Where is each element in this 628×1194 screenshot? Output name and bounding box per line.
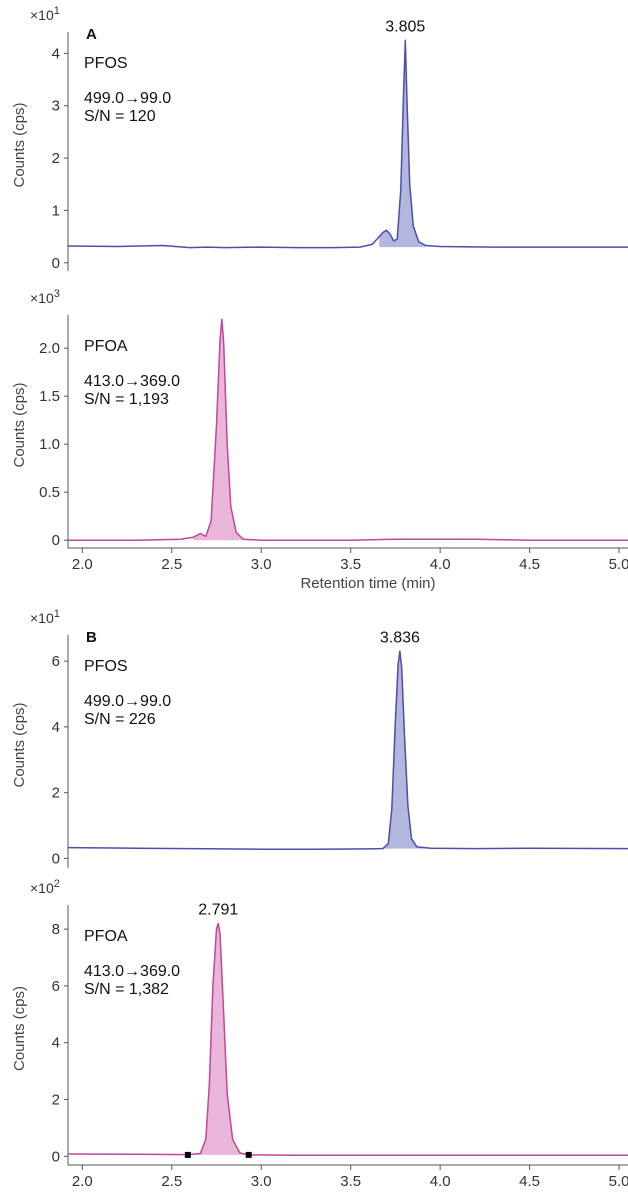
y-tick-label: 8 (52, 921, 60, 938)
peak-area (187, 923, 249, 1155)
scale-exponent: 1 (54, 5, 60, 17)
y-tick-label: 0.5 (39, 484, 60, 501)
y-tick-label: 1 (52, 202, 60, 219)
chart-panel-2: 0 0.5 1.0 1.5 2.0 Counts (cps) ×103 PFOA 413.0→3… (11, 288, 628, 549)
x-tick-label: 2.5 (161, 1173, 182, 1190)
x-axis-4: 2.0 2.5 3.0 3.5 4.0 4.5 5.0 Retention time (min… (68, 1164, 628, 1194)
peak-retention-label: 3.805 (385, 18, 425, 35)
x-tick-label: 2.0 (72, 556, 93, 573)
y-tick-label: 0 (52, 255, 60, 272)
x-tick-label: 3.0 (251, 1173, 272, 1190)
y-tick-label: 1.5 (39, 388, 60, 405)
chart-panel-1: 0 1 2 3 4 Counts (cps) ×101 A 3.805 PFOS 499.0→99.… (11, 5, 628, 272)
chromatogram-trace (67, 650, 628, 850)
scale-exponent: 1 (54, 608, 60, 620)
x-axis-label: Retention time (min) (300, 575, 435, 592)
scale-exponent: 2 (54, 878, 60, 890)
y-tick-label: 4 (52, 45, 60, 62)
signal-to-noise-label: S/N = 1,382 (84, 981, 169, 998)
y-tick-label: 0 (52, 850, 60, 867)
x-tick-label: 4.0 (430, 1173, 451, 1190)
chart-panel-4: 0 2 4 6 8 Counts (cps) ×102 2.791 PFOA 413.0→369.… (11, 878, 628, 1165)
peak-retention-label: 2.791 (198, 901, 238, 918)
y-axis-label: Counts (cps) (11, 102, 28, 187)
compound-name: PFOA (84, 928, 128, 945)
signal-to-noise-label: S/N = 120 (84, 108, 156, 125)
y-tick-label: 0 (52, 532, 60, 549)
x-tick-label: 4.5 (519, 556, 540, 573)
scale-factor: ×103 (30, 288, 60, 306)
y-tick-label: 4 (52, 1035, 60, 1052)
y-tick-label: 1.0 (39, 436, 60, 453)
y-axis-label: Counts (cps) (11, 382, 28, 467)
x-tick-label: 3.0 (251, 556, 272, 573)
chart-panels: 0 1 2 3 4 Counts (cps) ×101 A 3.805 PFOS 499.0→99.… (11, 5, 628, 1165)
peak-area (193, 319, 244, 541)
signal-to-noise-label: S/N = 1,193 (84, 391, 169, 408)
x-tick-label: 3.5 (340, 556, 361, 573)
scale-factor: ×101 (30, 608, 60, 626)
scale-factor: ×101 (30, 5, 60, 23)
integration-marker (245, 1151, 252, 1158)
x-tick-label: 3.5 (340, 1173, 361, 1190)
y-tick-label: 3 (52, 98, 60, 115)
chromatogram-trace (67, 39, 628, 249)
y-tick-label: 0 (52, 1148, 60, 1165)
y-tick-label: 2 (52, 785, 60, 802)
scale-factor: ×102 (30, 878, 60, 896)
chromatogram-trace (67, 922, 628, 1156)
y-axis-label: Counts (cps) (11, 986, 28, 1071)
y-tick-label: 2 (52, 1092, 60, 1109)
chromatogram-trace (68, 318, 628, 541)
x-axis-2: 2.0 2.5 3.0 3.5 4.0 4.5 5.0 Retention time (min… (68, 547, 628, 592)
signal-to-noise-label: S/N = 226 (84, 711, 156, 728)
x-axes: 2.0 2.5 3.0 3.5 4.0 4.5 5.0 Retention time (min… (68, 547, 628, 1194)
integration-marker (184, 1151, 191, 1158)
compound-name: PFOS (84, 658, 128, 675)
transition-label: 499.0→99.0 (84, 693, 171, 710)
y-axis-label: Counts (cps) (11, 702, 28, 787)
x-tick-label: 2.0 (72, 1173, 93, 1190)
transition-label: 413.0→369.0 (84, 373, 180, 390)
panel-letter: B (86, 629, 97, 646)
y-tick-label: 4 (52, 719, 60, 736)
x-axis-label: Retention time (min) (300, 1192, 435, 1194)
transition-label: 499.0→99.0 (84, 90, 171, 107)
chart-panel-3: 0 2 4 6 Counts (cps) ×101 B 3.836 PFOS 499.0→99.0… (11, 608, 628, 868)
peak-retention-label: 3.836 (380, 629, 420, 646)
y-tick-label: 2.0 (39, 340, 60, 357)
y-tick-label: 6 (52, 978, 60, 995)
peak-area (368, 651, 432, 849)
x-tick-label: 5.0 (609, 1173, 628, 1190)
y-tick-label: 6 (52, 653, 60, 670)
compound-name: PFOS (84, 55, 128, 72)
x-tick-label: 5.0 (609, 556, 628, 573)
x-tick-label: 2.5 (161, 556, 182, 573)
y-tick-label: 2 (52, 150, 60, 167)
compound-name: PFOA (84, 338, 128, 355)
x-tick-label: 4.0 (430, 556, 451, 573)
panel-letter: A (86, 26, 97, 43)
x-tick-label: 4.5 (519, 1173, 540, 1190)
scale-exponent: 3 (54, 288, 60, 300)
transition-label: 413.0→369.0 (84, 963, 180, 980)
